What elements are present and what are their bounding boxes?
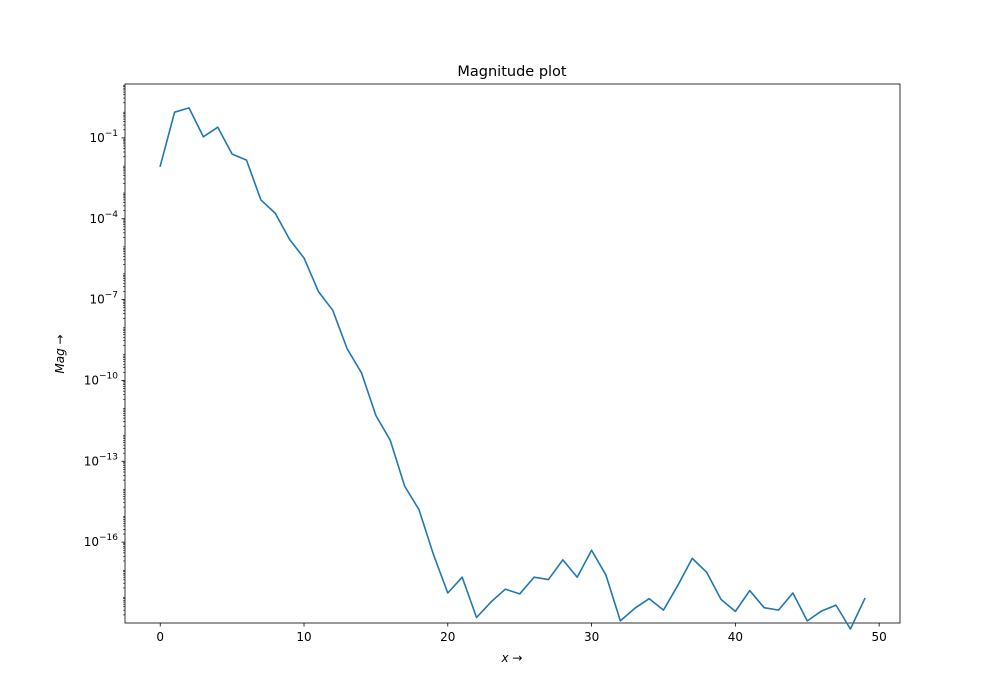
x-tick-label: 20 — [440, 630, 455, 644]
y-tick-label: 10−7 — [89, 291, 118, 307]
x-axis: 0 10 20 30 40 50 — [156, 623, 887, 644]
x-tick-label: 0 — [156, 630, 164, 644]
y-tick-label: 10−10 — [84, 371, 119, 387]
series-layer — [159, 107, 866, 630]
y-axis: 10−16 10−13 10−10 10−7 10−4 10−1 — [84, 84, 125, 616]
x-tick-label: 40 — [728, 630, 743, 644]
plot-frame — [124, 83, 901, 624]
y-tick-label: 10−1 — [89, 129, 118, 145]
y-tick-label: 10−4 — [89, 210, 118, 226]
x-tick-label: 30 — [584, 630, 599, 644]
y-tick-label: 10−16 — [84, 533, 119, 549]
y-tick-label: 10−13 — [84, 452, 118, 468]
series-line — [159, 107, 866, 630]
chart-title: Magnitude plot — [457, 64, 567, 80]
x-axis-label: x → — [501, 651, 523, 665]
x-tick-label: 50 — [872, 630, 887, 644]
y-axis-label: Mag → — [53, 334, 67, 373]
x-tick-label: 10 — [296, 630, 311, 644]
